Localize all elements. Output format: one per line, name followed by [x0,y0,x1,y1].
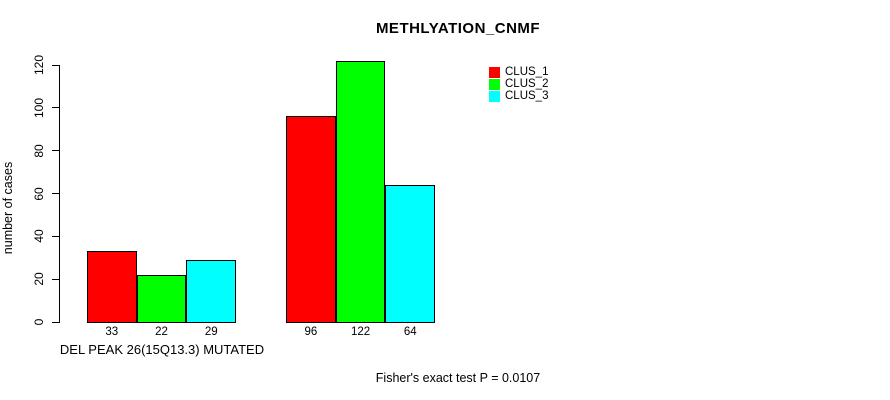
legend-label: CLUS_1 [505,66,549,78]
bar-clus_3-group2 [385,184,436,323]
legend-item-clus_1: CLUS_1 [489,66,548,78]
legend-label: CLUS_3 [505,90,549,102]
y-tick [52,150,59,152]
y-tick [52,64,59,66]
bar-value-label: 22 [155,326,168,338]
bar-value-label: 33 [105,326,119,338]
y-tick [52,321,59,323]
fisher-test-annotation: Fisher's exact test P = 0.0107 [375,371,541,385]
legend-item-clus_2: CLUS_2 [489,78,548,90]
y-tick-label: 80 [32,144,46,158]
bar-clus_1-group2 [286,116,336,323]
y-tick-label: 0 [32,318,46,326]
bar-value-label: 122 [351,326,371,338]
legend-swatch-icon [489,66,500,78]
bar-clus_2-group1 [136,274,187,323]
chart-title: METHLYATION_CNMF [375,20,541,37]
y-tick [52,193,59,194]
y-tick-label: 120 [32,54,46,76]
y-tick [52,107,59,109]
y-tick-label: 60 [32,186,46,201]
x-group-label: DEL PEAK 26(15Q13.3) MUTATED [59,342,265,357]
y-tick-label: 100 [32,97,46,118]
y-tick [52,278,59,280]
bar-clus_3-group1 [186,259,237,323]
legend-swatch-icon [489,90,500,102]
bar-value-label: 29 [204,326,218,338]
y-tick-label: 40 [32,229,46,243]
legend-label: CLUS_2 [505,78,549,90]
legend-item-clus_3: CLUS_3 [489,90,548,102]
y-axis-line [59,65,60,323]
y-tick-label: 20 [32,272,46,286]
bar-clus_2-group2 [335,60,386,323]
legend-swatch-icon [489,78,500,90]
y-tick [52,235,59,237]
bar-clus_1-group1 [87,251,137,323]
bar-value-label: 96 [304,326,318,338]
bar-value-label: 64 [403,326,417,338]
y-axis-title: number of cases [1,161,15,255]
